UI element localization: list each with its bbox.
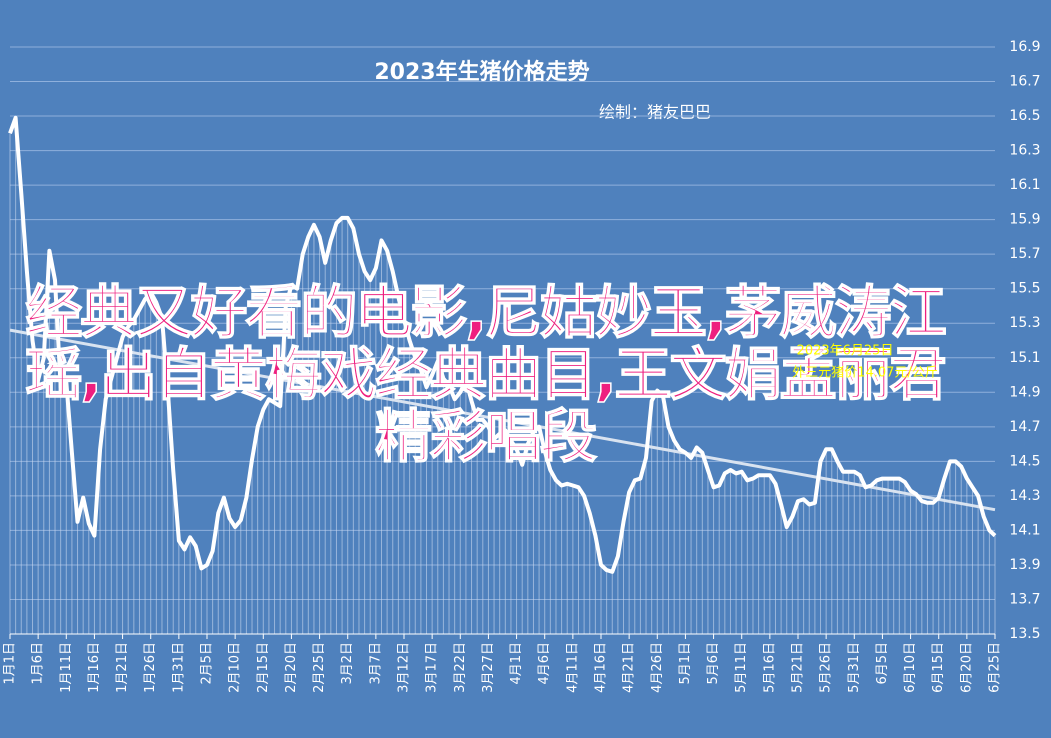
x-tick-label: 2月15日 xyxy=(256,642,271,693)
x-tick-label: 1月26日 xyxy=(143,642,158,693)
y-tick-label: 14.7 xyxy=(1009,419,1040,435)
y-tick-label: 13.5 xyxy=(1009,626,1040,642)
x-tick-label: 4月11日 xyxy=(565,642,580,693)
x-tick-label: 5月11日 xyxy=(734,642,749,693)
y-tick-label: 14.9 xyxy=(1009,384,1040,400)
x-tick-label: 5月1日 xyxy=(678,642,693,685)
x-tick-label: 1月16日 xyxy=(87,642,102,693)
x-tick-label: 4月16日 xyxy=(594,642,609,693)
x-tick-label: 5月6日 xyxy=(706,642,721,685)
chart-title: 2023年生猪价格走势 xyxy=(374,59,589,85)
x-tick-label: 6月15日 xyxy=(931,642,946,693)
x-tick-label: 6月20日 xyxy=(959,642,974,693)
x-tick-label: 3月12日 xyxy=(397,642,412,693)
x-tick-label: 3月27日 xyxy=(481,642,496,693)
x-tick-label: 1月6日 xyxy=(31,642,46,685)
x-tick-label: 4月26日 xyxy=(650,642,665,693)
x-tick-label: 1月11日 xyxy=(59,642,74,693)
x-tick-label: 4月21日 xyxy=(622,642,637,693)
overlay-text: 经典又好看的电影,尼姑妙玉,茅威涛江瑶,出自黄梅戏经典曲目,王文娟孟丽君精彩唱段 xyxy=(25,280,948,470)
x-tick-label: 5月26日 xyxy=(819,642,834,693)
y-tick-label: 15.9 xyxy=(1009,212,1040,228)
x-tick-label: 2月5日 xyxy=(200,642,215,685)
x-tick-label: 4月1日 xyxy=(509,642,524,685)
x-tick-label: 6月10日 xyxy=(903,642,918,693)
y-tick-label: 16.7 xyxy=(1009,74,1040,90)
y-tick-label: 15.1 xyxy=(1009,350,1040,366)
y-tick-label: 14.3 xyxy=(1009,488,1040,504)
y-tick-label: 16.3 xyxy=(1009,143,1040,159)
x-tick-label: 2月20日 xyxy=(284,642,299,693)
y-tick-label: 16.9 xyxy=(1009,39,1040,55)
x-tick-label: 3月17日 xyxy=(425,642,440,693)
y-tick-label: 15.5 xyxy=(1009,281,1040,297)
x-tick-label: 5月31日 xyxy=(847,642,862,693)
y-tick-label: 16.5 xyxy=(1009,108,1040,124)
y-tick-label: 15.3 xyxy=(1009,315,1040,331)
trendline xyxy=(9,328,996,512)
x-tick-label: 3月7日 xyxy=(368,642,383,685)
x-tick-label: 5月21日 xyxy=(791,642,806,693)
x-tick-label: 2月10日 xyxy=(228,642,243,693)
x-tick-label: 6月5日 xyxy=(875,642,890,685)
x-tick-label: 4月6日 xyxy=(537,642,552,685)
y-tick-label: 16.1 xyxy=(1009,177,1040,193)
price-line xyxy=(8,115,997,574)
x-tick-label: 1月1日 xyxy=(3,642,18,685)
x-tick-label: 3月2日 xyxy=(340,642,355,685)
y-tick-label: 15.7 xyxy=(1009,246,1040,262)
y-tick-label: 14.5 xyxy=(1009,453,1040,469)
y-tick-label: 13.7 xyxy=(1009,591,1040,607)
x-tick-label: 2月25日 xyxy=(312,642,327,693)
x-tick-label: 1月21日 xyxy=(115,642,130,693)
y-tick-label: 13.9 xyxy=(1009,557,1040,573)
x-tick-label: 1月31日 xyxy=(171,642,186,693)
y-tick-label: 14.1 xyxy=(1009,522,1040,538)
x-tick-label: 3月22日 xyxy=(453,642,468,693)
chart-subtitle: 绘制：猪友巴巴 xyxy=(599,103,711,122)
x-tick-label: 5月16日 xyxy=(762,642,777,693)
x-tick-label: 6月25日 xyxy=(988,642,1003,693)
